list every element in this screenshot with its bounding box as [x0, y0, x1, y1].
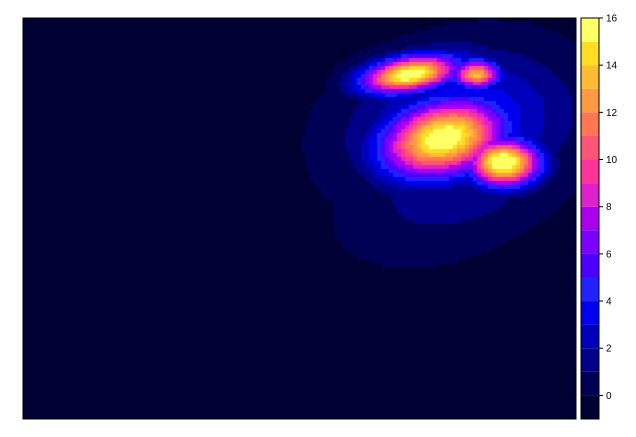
- colorbar-tick-label: 4: [606, 297, 612, 308]
- colorbar-band: [581, 301, 599, 325]
- colorbar-band: [581, 183, 599, 207]
- colorbar-tick-label: 10: [606, 155, 618, 166]
- colorbar-band: [581, 112, 599, 136]
- colorbar-tick-label: 12: [606, 108, 618, 119]
- colorbar-band: [581, 324, 599, 349]
- colorbar-band: [581, 41, 599, 66]
- colorbar-band: [581, 395, 599, 419]
- colorbar: [581, 18, 599, 419]
- colorbar-ticks: 0 2 4 6 8 10 12 14 16: [599, 14, 618, 402]
- colorbar-band: [581, 230, 599, 254]
- colorbar-border: [580, 17, 600, 420]
- heatmap-surface: [23, 18, 576, 419]
- colorbar-band: [581, 88, 599, 113]
- colorbar-band: [581, 277, 599, 302]
- colorbar-band: [581, 135, 599, 160]
- colorbar-tick-label: 14: [606, 61, 618, 72]
- colorbar-band: [581, 348, 599, 372]
- colorbar-band: [581, 18, 599, 42]
- colorbar-tick-label: 0: [606, 391, 612, 402]
- colorbar-band: [581, 371, 599, 396]
- colorbar-tick-label: 16: [606, 14, 618, 25]
- plot-border: [22, 17, 577, 420]
- colorbar-band: [581, 253, 599, 278]
- colorbar-tick-label: 8: [606, 202, 612, 213]
- colorbar-band: [581, 159, 599, 184]
- colorbar-band: [581, 65, 599, 89]
- colorbar-tick-label: 6: [606, 249, 612, 260]
- colorbar-tick-label: 2: [606, 344, 612, 355]
- colorbar-band: [581, 206, 599, 231]
